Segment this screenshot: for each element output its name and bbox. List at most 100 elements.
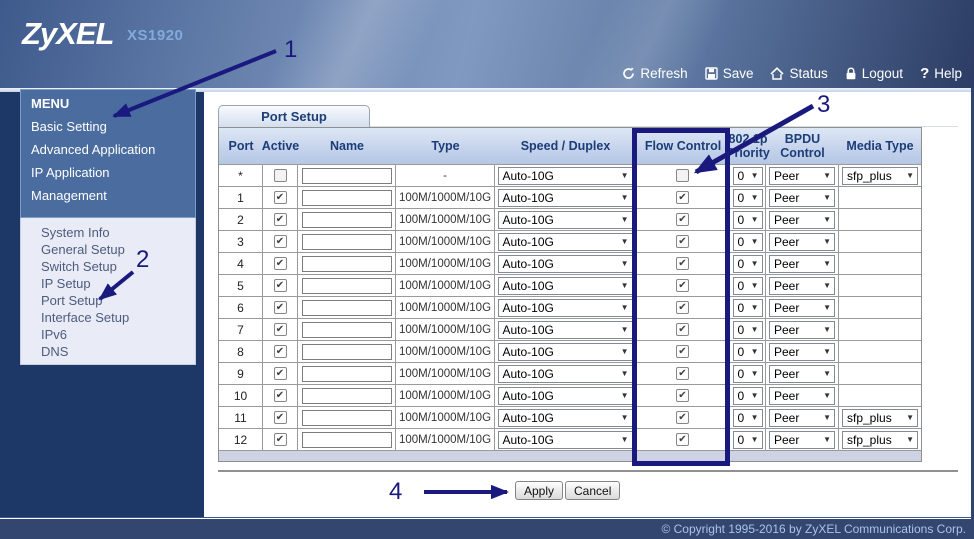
speed-duplex-select[interactable]: Auto-10G ▼	[497, 298, 633, 317]
active-checkbox[interactable]: ✔	[273, 345, 287, 358]
active-checkbox[interactable]: ✔	[273, 411, 287, 424]
speed-duplex-select[interactable]: Auto-10G ▼	[497, 210, 633, 229]
active-checkbox[interactable]: ✔	[273, 433, 287, 446]
port-name-input[interactable]	[301, 321, 392, 338]
flow-control-checkbox[interactable]: ✔	[676, 191, 689, 204]
speed-duplex-select[interactable]: Auto-10G ▼	[497, 364, 633, 383]
save-link[interactable]: Save	[705, 66, 753, 81]
bpdu-control-select[interactable]: Peer ▼	[769, 254, 835, 273]
flow-control-checkbox[interactable]: ✔	[676, 389, 689, 402]
help-link[interactable]: ? Help	[920, 65, 962, 82]
priority-select[interactable]: 0 ▼	[732, 188, 763, 207]
priority-select[interactable]: 0 ▼	[732, 276, 763, 295]
port-name-input[interactable]	[301, 211, 392, 228]
bpdu-control-select[interactable]: Peer ▼	[769, 232, 835, 251]
port-name-input[interactable]	[301, 343, 392, 360]
port-name-input[interactable]	[301, 255, 392, 272]
sidebar-subitem-general-setup[interactable]: General Setup	[41, 242, 125, 257]
active-checkbox[interactable]: ✔	[273, 191, 287, 204]
port-name-input[interactable]	[301, 189, 392, 206]
sidebar-subitem-system-info[interactable]: System Info	[41, 225, 110, 240]
bpdu-control-select[interactable]: Peer ▼	[769, 430, 835, 449]
port-name-input[interactable]	[301, 299, 392, 316]
priority-select[interactable]: 0 ▼	[732, 166, 763, 185]
bpdu-control-select[interactable]: Peer ▼	[769, 188, 835, 207]
media-type-select[interactable]: sfp_plus ▼	[842, 430, 918, 449]
priority-select[interactable]: 0 ▼	[732, 364, 763, 383]
sidebar-item-advanced-application[interactable]: Advanced Application	[31, 142, 156, 157]
active-checkbox[interactable]: ✔	[273, 257, 287, 270]
flow-control-checkbox[interactable]: ✔	[676, 323, 689, 336]
sidebar-item-basic-setting[interactable]: Basic Setting	[31, 119, 107, 134]
active-checkbox[interactable]: ✔	[273, 367, 287, 380]
bpdu-control-select[interactable]: Peer ▼	[769, 298, 835, 317]
bpdu-control-select[interactable]: Peer ▼	[769, 342, 835, 361]
flow-control-checkbox[interactable]: ✔	[676, 301, 689, 314]
flow-control-checkbox[interactable]: ✔	[676, 411, 689, 424]
port-name-input[interactable]	[301, 167, 392, 184]
priority-select[interactable]: 0 ▼	[732, 430, 763, 449]
port-name-input[interactable]	[301, 387, 392, 404]
priority-select[interactable]: 0 ▼	[732, 408, 763, 427]
active-checkbox[interactable]: ✔	[273, 323, 287, 336]
sidebar-item-ip-application[interactable]: IP Application	[31, 165, 110, 180]
media-type-select[interactable]: sfp_plus ▼	[842, 166, 918, 185]
bpdu-control-select[interactable]: Peer ▼	[769, 408, 835, 427]
port-name-input[interactable]	[301, 431, 392, 448]
flow-control-checkbox[interactable]: ✔	[676, 433, 689, 446]
speed-duplex-select[interactable]: Auto-10G ▼	[497, 408, 633, 427]
port-name-input[interactable]	[301, 365, 392, 382]
bpdu-control-select[interactable]: Peer ▼	[769, 276, 835, 295]
speed-duplex-select[interactable]: Auto-10G ▼	[497, 386, 633, 405]
priority-select[interactable]: 0 ▼	[732, 210, 763, 229]
sidebar-subitem-switch-setup[interactable]: Switch Setup	[41, 259, 117, 274]
sidebar-subitem-dns[interactable]: DNS	[41, 344, 69, 359]
priority-select[interactable]: 0 ▼	[732, 254, 763, 273]
priority-select[interactable]: 0 ▼	[732, 386, 763, 405]
sidebar-subitem-interface-setup[interactable]: Interface Setup	[41, 310, 130, 325]
bpdu-control-select[interactable]: Peer ▼	[769, 210, 835, 229]
speed-duplex-select[interactable]: Auto-10G ▼	[497, 188, 633, 207]
logout-link[interactable]: Logout	[845, 66, 903, 81]
tab-port-setup[interactable]: Port Setup	[218, 105, 370, 127]
speed-duplex-select[interactable]: Auto-10G ▼	[497, 276, 633, 295]
priority-select[interactable]: 0 ▼	[732, 342, 763, 361]
flow-control-checkbox[interactable]	[676, 169, 689, 182]
active-checkbox[interactable]: ✔	[273, 213, 287, 226]
flow-control-checkbox[interactable]: ✔	[676, 345, 689, 358]
bpdu-control-select[interactable]: Peer ▼	[769, 320, 835, 339]
speed-duplex-select[interactable]: Auto-10G ▼	[497, 166, 633, 185]
speed-duplex-select[interactable]: Auto-10G ▼	[497, 342, 633, 361]
active-checkbox[interactable]: ✔	[273, 301, 287, 314]
priority-select[interactable]: 0 ▼	[732, 320, 763, 339]
flow-control-checkbox[interactable]: ✔	[676, 367, 689, 380]
sidebar-item-management[interactable]: Management	[31, 188, 107, 203]
media-type-select[interactable]: sfp_plus ▼	[842, 408, 918, 427]
port-name-input[interactable]	[301, 409, 392, 426]
active-checkbox[interactable]: ✔	[273, 389, 287, 402]
speed-duplex-select[interactable]: Auto-10G ▼	[497, 430, 633, 449]
priority-select[interactable]: 0 ▼	[732, 232, 763, 251]
active-checkbox[interactable]: ✔	[273, 279, 287, 292]
refresh-link[interactable]: Refresh	[622, 66, 688, 81]
bpdu-control-select[interactable]: Peer ▼	[769, 166, 835, 185]
bpdu-control-select[interactable]: Peer ▼	[769, 386, 835, 405]
port-name-input[interactable]	[301, 233, 392, 250]
flow-control-checkbox[interactable]: ✔	[676, 257, 689, 270]
flow-control-checkbox[interactable]: ✔	[676, 213, 689, 226]
speed-duplex-select[interactable]: Auto-10G ▼	[497, 320, 633, 339]
apply-button[interactable]: Apply	[515, 481, 564, 500]
sidebar-subitem-ip-setup[interactable]: IP Setup	[41, 276, 91, 291]
speed-duplex-select[interactable]: Auto-10G ▼	[497, 232, 633, 251]
sidebar-subitem-ipv6[interactable]: IPv6	[41, 327, 68, 342]
active-checkbox[interactable]: ✔	[273, 235, 287, 248]
flow-control-checkbox[interactable]: ✔	[676, 235, 689, 248]
bpdu-control-select[interactable]: Peer ▼	[769, 364, 835, 383]
flow-control-checkbox[interactable]: ✔	[676, 279, 689, 292]
sidebar-subitem-port-setup[interactable]: Port Setup	[41, 293, 103, 308]
cancel-button[interactable]: Cancel	[565, 481, 621, 500]
active-checkbox[interactable]	[273, 169, 287, 182]
port-name-input[interactable]	[301, 277, 392, 294]
speed-duplex-select[interactable]: Auto-10G ▼	[497, 254, 633, 273]
status-link[interactable]: Status	[770, 66, 828, 81]
